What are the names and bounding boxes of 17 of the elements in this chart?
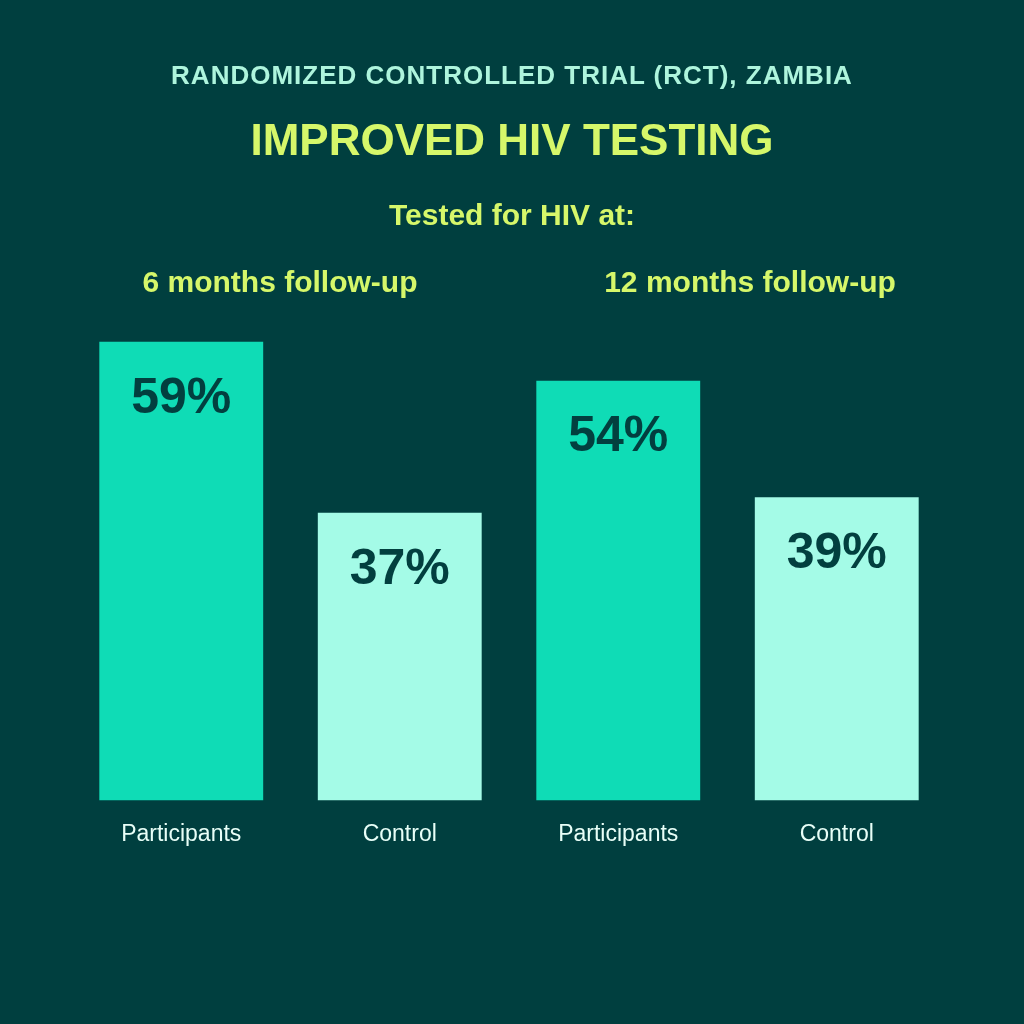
text: 6 months follow-up	[141, 265, 419, 299]
data-label: 39%	[786, 523, 887, 580]
bar	[536, 380, 701, 801]
bar	[99, 341, 264, 801]
text: Tested for HIV at:	[387, 198, 637, 232]
data-label: 59%	[131, 367, 232, 424]
x-tick-label: Control	[799, 819, 874, 846]
x-tick-label: Control	[362, 819, 437, 846]
bar	[317, 512, 482, 801]
x-tick-label: Participants	[558, 819, 679, 846]
chart-title: IMPROVED HIV TESTING	[249, 115, 775, 165]
x-tick-label: Participants	[121, 819, 242, 846]
bar	[754, 497, 919, 801]
data-label: 54%	[568, 406, 669, 463]
text: 12 months follow-up	[603, 265, 897, 299]
chart-subtitle: RANDOMIZED CONTROLLED TRIAL (RCT), ZAMBIA	[170, 60, 854, 91]
data-label: 37%	[349, 538, 450, 595]
